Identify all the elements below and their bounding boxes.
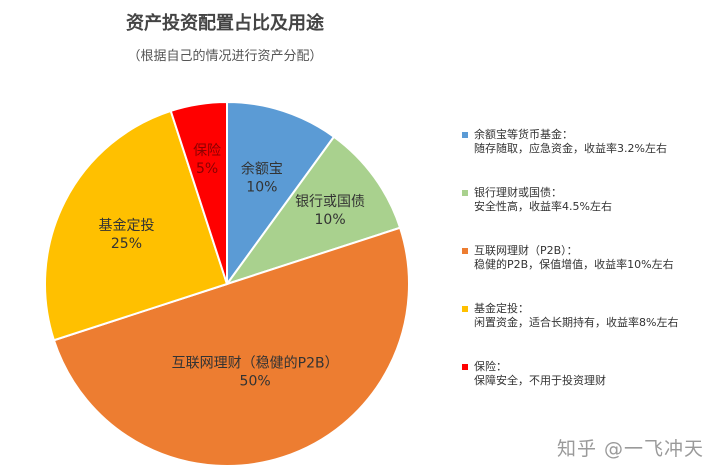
pie-chart: 余额宝 10% 银行或国债 10% 互联网理财（稳健的P2B） 50% 基金定投 25% 保险 5… bbox=[44, 100, 410, 467]
slice-label: 保险 bbox=[193, 143, 221, 159]
slice-percent-label: 25% bbox=[111, 236, 142, 252]
slice-percent-label: 50% bbox=[240, 374, 271, 390]
legend-swatch bbox=[462, 248, 468, 254]
pie-slice bbox=[44, 109, 229, 342]
legend-title: 基金定投： bbox=[474, 302, 529, 315]
pie-slice bbox=[169, 100, 228, 285]
legend-title: 互联网理财（P2B）： bbox=[474, 244, 578, 257]
slice-label: 基金定投 bbox=[98, 217, 154, 234]
legend-item: 互联网理财（P2B）： 稳健的P2B，保值增值，收益率10%左右 bbox=[462, 244, 717, 272]
legend-description: 稳健的P2B，保值增值，收益率10%左右 bbox=[474, 258, 674, 271]
pie-slice bbox=[224, 135, 402, 286]
slice-percent-label: 10% bbox=[315, 212, 346, 228]
legend-title: 保险： bbox=[474, 360, 507, 373]
chart-legend: 余额宝等货币基金： 随存随取，应急资金，收益率3.2%左右 银行理财或国债： 安全性高… bbox=[462, 128, 717, 418]
legend-description: 闲置资金，适合长期持有，收益率8%左右 bbox=[474, 316, 679, 329]
legend-item: 余额宝等货币基金： 随存随取，应急资金，收益率3.2%左右 bbox=[462, 128, 717, 156]
legend-title: 银行理财或国债： bbox=[474, 186, 562, 199]
watermark: 知乎 @一飞冲天 bbox=[556, 438, 704, 460]
slice-percent-label: 5% bbox=[196, 161, 218, 177]
legend-description: 随存随取，应急资金，收益率3.2%左右 bbox=[474, 142, 667, 155]
slice-label: 互联网理财（稳健的P2B） bbox=[172, 356, 339, 372]
legend-description: 保障安全，不用于投资理财 bbox=[474, 374, 606, 387]
legend-swatch bbox=[462, 132, 468, 138]
pie-slice bbox=[52, 226, 410, 467]
legend-item: 基金定投： 闲置资金，适合长期持有，收益率8%左右 bbox=[462, 302, 717, 330]
slice-percent-label: 10% bbox=[246, 180, 277, 196]
legend-item: 银行理财或国债： 安全性高，收益率4.5%左右 bbox=[462, 186, 717, 214]
legend-swatch bbox=[462, 190, 468, 196]
slice-label: 余额宝 bbox=[241, 161, 283, 178]
legend-item: 保险： 保障安全，不用于投资理财 bbox=[462, 360, 717, 388]
legend-swatch bbox=[462, 306, 468, 312]
legend-description: 安全性高，收益率4.5%左右 bbox=[474, 200, 612, 213]
legend-swatch bbox=[462, 364, 468, 370]
slice-label: 银行或国债 bbox=[295, 194, 365, 210]
pie-slice bbox=[226, 100, 336, 288]
legend-title: 余额宝等货币基金： bbox=[474, 128, 573, 141]
chart-title: 资产投资配置占比及用途 bbox=[126, 13, 324, 34]
chart-subtitle: （根据自己的情况进行资产分配） bbox=[127, 49, 323, 64]
